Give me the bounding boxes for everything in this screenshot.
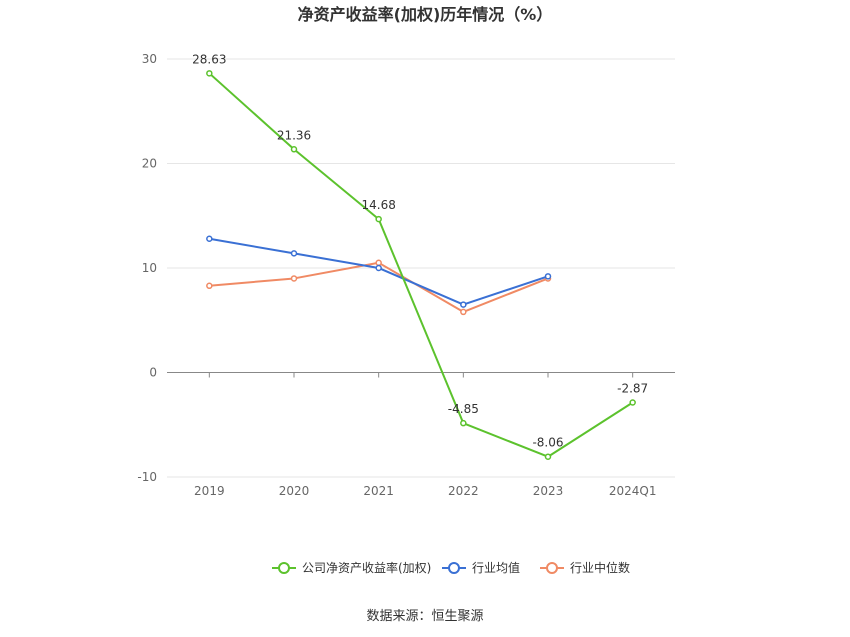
series-point-2[interactable] bbox=[375, 259, 382, 267]
legend-item-1[interactable]: 行业均值 bbox=[442, 560, 520, 575]
x-tick-label: 2021 bbox=[363, 484, 394, 498]
series-point-0[interactable] bbox=[460, 419, 467, 427]
legend: 公司净资产收益率(加权) 行业均值 行业中位数 bbox=[272, 560, 630, 575]
x-tick-label: 2023 bbox=[533, 484, 564, 498]
legend-swatch-marker bbox=[448, 562, 460, 574]
data-labels: 28.63 21.36 14.68 -4.85 -8.06 -2.87 bbox=[192, 52, 648, 449]
series-point-0[interactable] bbox=[375, 215, 382, 223]
legend-label: 行业中位数 bbox=[570, 560, 630, 575]
series-point-2[interactable] bbox=[290, 275, 298, 282]
axes: 30 20 10 0 -10 2019 2020 2021 2022 2023 2024Q1 bbox=[137, 52, 675, 498]
chart-title: 净资产收益率(加权)历年情况（%） bbox=[298, 5, 553, 24]
series-point-1[interactable] bbox=[206, 235, 213, 242]
series-point-0[interactable] bbox=[206, 70, 213, 77]
data-label: 28.63 bbox=[192, 52, 226, 66]
legend-label: 公司净资产收益率(加权) bbox=[302, 560, 431, 575]
series-point-1[interactable] bbox=[290, 250, 298, 257]
grid bbox=[167, 58, 675, 478]
series-point-2[interactable] bbox=[460, 308, 467, 316]
series-line-0 bbox=[208, 72, 634, 458]
legend-swatch-marker bbox=[278, 562, 290, 574]
x-tick-label: 2024Q1 bbox=[609, 484, 657, 498]
y-tick-label: 0 bbox=[149, 366, 157, 380]
data-label: -2.87 bbox=[617, 381, 648, 395]
series-point-2[interactable] bbox=[206, 282, 213, 290]
y-tick-label: 20 bbox=[142, 157, 157, 171]
series-point-1[interactable] bbox=[544, 273, 552, 280]
legend-label: 行业均值 bbox=[472, 560, 520, 575]
data-label: 14.68 bbox=[361, 198, 395, 212]
legend-swatch-marker bbox=[546, 562, 558, 574]
data-label: -4.85 bbox=[448, 402, 479, 416]
data-label: -8.06 bbox=[532, 436, 563, 450]
data-label: 21.36 bbox=[277, 128, 311, 142]
series-point-1[interactable] bbox=[460, 301, 467, 308]
series-point-1[interactable] bbox=[375, 264, 382, 272]
series-point-0[interactable] bbox=[290, 146, 298, 153]
series-line-1 bbox=[209, 237, 549, 306]
x-tick-label: 2020 bbox=[279, 484, 310, 498]
y-tick-label: -10 bbox=[137, 470, 157, 484]
series-point-0[interactable] bbox=[629, 399, 636, 406]
x-tick-label: 2019 bbox=[194, 484, 225, 498]
x-tick-label: 2022 bbox=[448, 484, 479, 498]
legend-item-2[interactable]: 行业中位数 bbox=[540, 560, 630, 575]
source-note: 数据来源：恒生聚源 bbox=[366, 609, 483, 624]
series-layer bbox=[206, 70, 636, 460]
legend-item-0[interactable]: 公司净资产收益率(加权) bbox=[272, 560, 431, 575]
series-point-0[interactable] bbox=[544, 453, 552, 460]
y-tick-label: 10 bbox=[142, 261, 157, 275]
y-tick-label: 30 bbox=[142, 52, 157, 66]
